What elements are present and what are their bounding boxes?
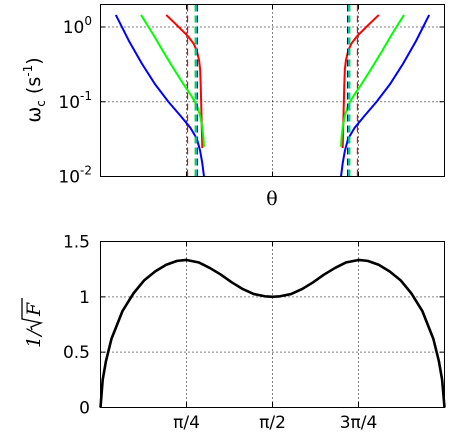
bottom-y-axis-label-main: 1/ (23, 328, 45, 348)
sqrt-sign (21, 298, 44, 331)
top-y-tick-label: 10-1 (58, 89, 92, 113)
top-series-line-5 (340, 14, 431, 177)
top-y-axis-label-unit-open: (s (23, 77, 45, 100)
bottom-x-tick-label: π/2 (259, 413, 286, 433)
top-series-line-0 (165, 14, 204, 149)
top-y-axis-label-sub: c (34, 100, 48, 107)
bottom-series-line-0 (99, 258, 446, 408)
top-chart: 10-2 10-1 100 ωc (s-1) θ (21, 4, 445, 210)
top-y-ticks: 10-2 10-1 100 (58, 4, 445, 188)
bottom-chart: 0 0.5 1 1.5 π/4 π/2 3π/4 1/ F (21, 233, 446, 433)
bottom-x-tick-label: π/4 (173, 413, 200, 433)
top-y-axis-label-unit-close: ) (23, 57, 45, 64)
top-series-line-2 (140, 14, 205, 147)
top-series-line-4 (114, 14, 205, 177)
bottom-y-tick-label: 1 (79, 288, 90, 308)
bottom-y-axis-label-radicand: F (23, 302, 45, 317)
bottom-grid (100, 241, 445, 408)
top-grid (100, 4, 445, 177)
bottom-y-tick-label: 1.5 (63, 233, 90, 253)
bottom-x-tick-label: 3π/4 (340, 413, 378, 433)
top-y-tick-label: 10-2 (58, 164, 92, 188)
top-series-line-3 (340, 14, 405, 147)
top-series-group (114, 4, 431, 177)
top-y-axis-label-main: ω (23, 107, 45, 123)
top-y-tick-label: 100 (63, 14, 92, 38)
bottom-y-tick-label: 0.5 (63, 343, 90, 363)
top-series-line-1 (341, 14, 380, 149)
bottom-y-tick-label: 0 (79, 399, 90, 419)
bottom-series-group (99, 258, 446, 408)
top-y-axis-label-unit-sup: -1 (21, 65, 35, 77)
top-y-axis-label: ωc (s-1) (21, 57, 48, 122)
top-plot-frame (100, 4, 445, 177)
bottom-y-axis-label: 1/ F (21, 298, 45, 348)
top-x-axis-label: θ (266, 188, 277, 210)
bottom-ticks: 0 0.5 1 1.5 π/4 π/2 3π/4 (63, 233, 445, 433)
